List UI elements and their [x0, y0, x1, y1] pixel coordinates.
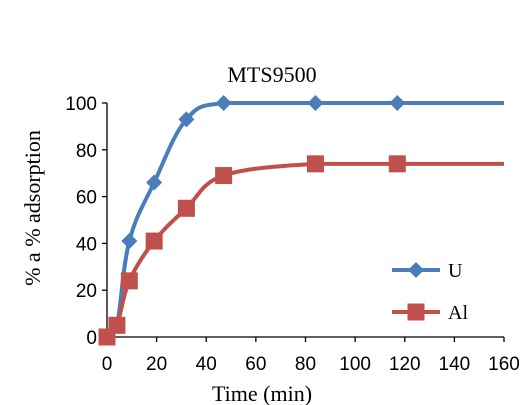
y-tick-label: 40	[76, 234, 97, 255]
y-tick-label: 100	[65, 94, 97, 115]
x-tick-label: 160	[488, 354, 520, 375]
x-tick-label: 100	[339, 354, 371, 375]
legend-label: U	[448, 260, 463, 282]
legend-entry-u: U	[392, 260, 463, 282]
y-tick-label: 60	[76, 188, 97, 209]
series-line	[105, 100, 504, 339]
x-tick-label: 120	[389, 354, 421, 375]
data-point	[389, 95, 406, 111]
x-tick-label: 40	[196, 354, 217, 375]
x-tick-label: 20	[146, 354, 167, 375]
data-point	[178, 111, 195, 128]
legend-marker	[408, 262, 424, 278]
axes: 0 20 40 60 80 100 0 20 40 60 80 100 120 140 160	[65, 94, 520, 375]
data-point	[120, 272, 138, 290]
data-point	[307, 95, 324, 111]
data-point	[306, 155, 324, 173]
legend: U Al	[392, 260, 468, 324]
chart-title: MTS9500	[227, 62, 316, 87]
data-point	[121, 233, 138, 250]
data-point	[146, 174, 163, 191]
data-point	[388, 155, 406, 173]
x-axis-title: Time (min)	[212, 381, 312, 405]
series-u	[99, 95, 504, 345]
series-layer	[98, 95, 504, 346]
x-tick-label: 140	[439, 354, 471, 375]
series-line	[105, 161, 504, 339]
data-point	[145, 232, 163, 250]
series-al	[98, 155, 504, 346]
data-point	[215, 167, 233, 185]
x-tick-label: 0	[102, 354, 113, 375]
legend-marker	[407, 303, 425, 321]
y-tick-label: 20	[76, 281, 97, 302]
legend-label: Al	[448, 302, 468, 324]
data-point	[108, 316, 126, 334]
y-axis-title: % a % adsorption	[20, 130, 45, 286]
y-tick-label: 80	[76, 141, 97, 162]
data-point	[177, 199, 195, 217]
x-tick-label: 80	[295, 354, 316, 375]
data-point	[215, 95, 232, 111]
x-tick-label: 60	[245, 354, 266, 375]
legend-entry-al: Al	[392, 302, 468, 324]
y-tick-label: 0	[86, 328, 97, 349]
